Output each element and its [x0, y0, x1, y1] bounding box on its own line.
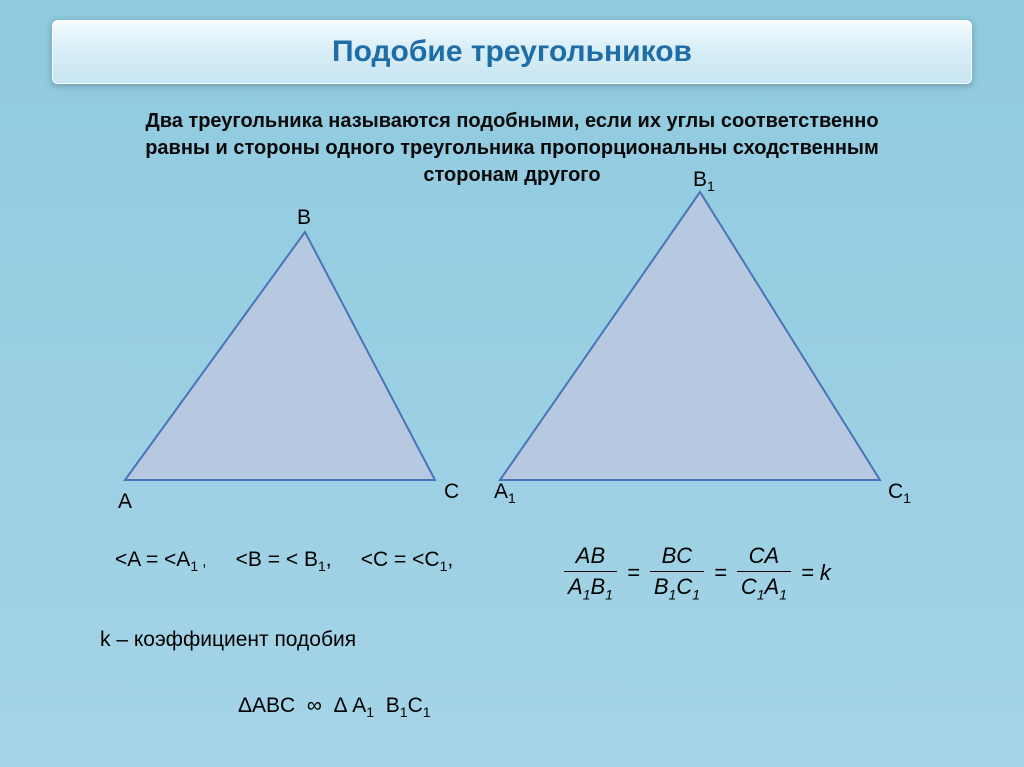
angle-equalities: <A = <A1 , <B = < B1, <C = <C1,: [115, 548, 453, 574]
definition-text: Два треугольника называются подобными, е…: [112, 108, 912, 189]
slide-title: Подобие треугольников: [332, 35, 692, 69]
vertex-c1: C1: [888, 480, 911, 506]
similarity-statement: ΔABC ∞ Δ A1 B1C1: [238, 694, 431, 720]
k-definition: k – коэффициент подобия: [100, 628, 356, 652]
proportion-formula: AB A1B1 = BC B1C1 = CA C1A1 = k: [560, 544, 831, 603]
triangle-abc: [115, 218, 450, 498]
vertex-a: A: [118, 490, 132, 514]
triangle-a1b1c1: [485, 180, 900, 500]
vertex-b: B: [297, 206, 311, 230]
vertex-a1: A1: [494, 480, 516, 506]
title-bar: Подобие треугольников: [52, 20, 972, 84]
vertex-c: C: [444, 480, 459, 504]
vertex-b1: B1: [693, 168, 715, 194]
